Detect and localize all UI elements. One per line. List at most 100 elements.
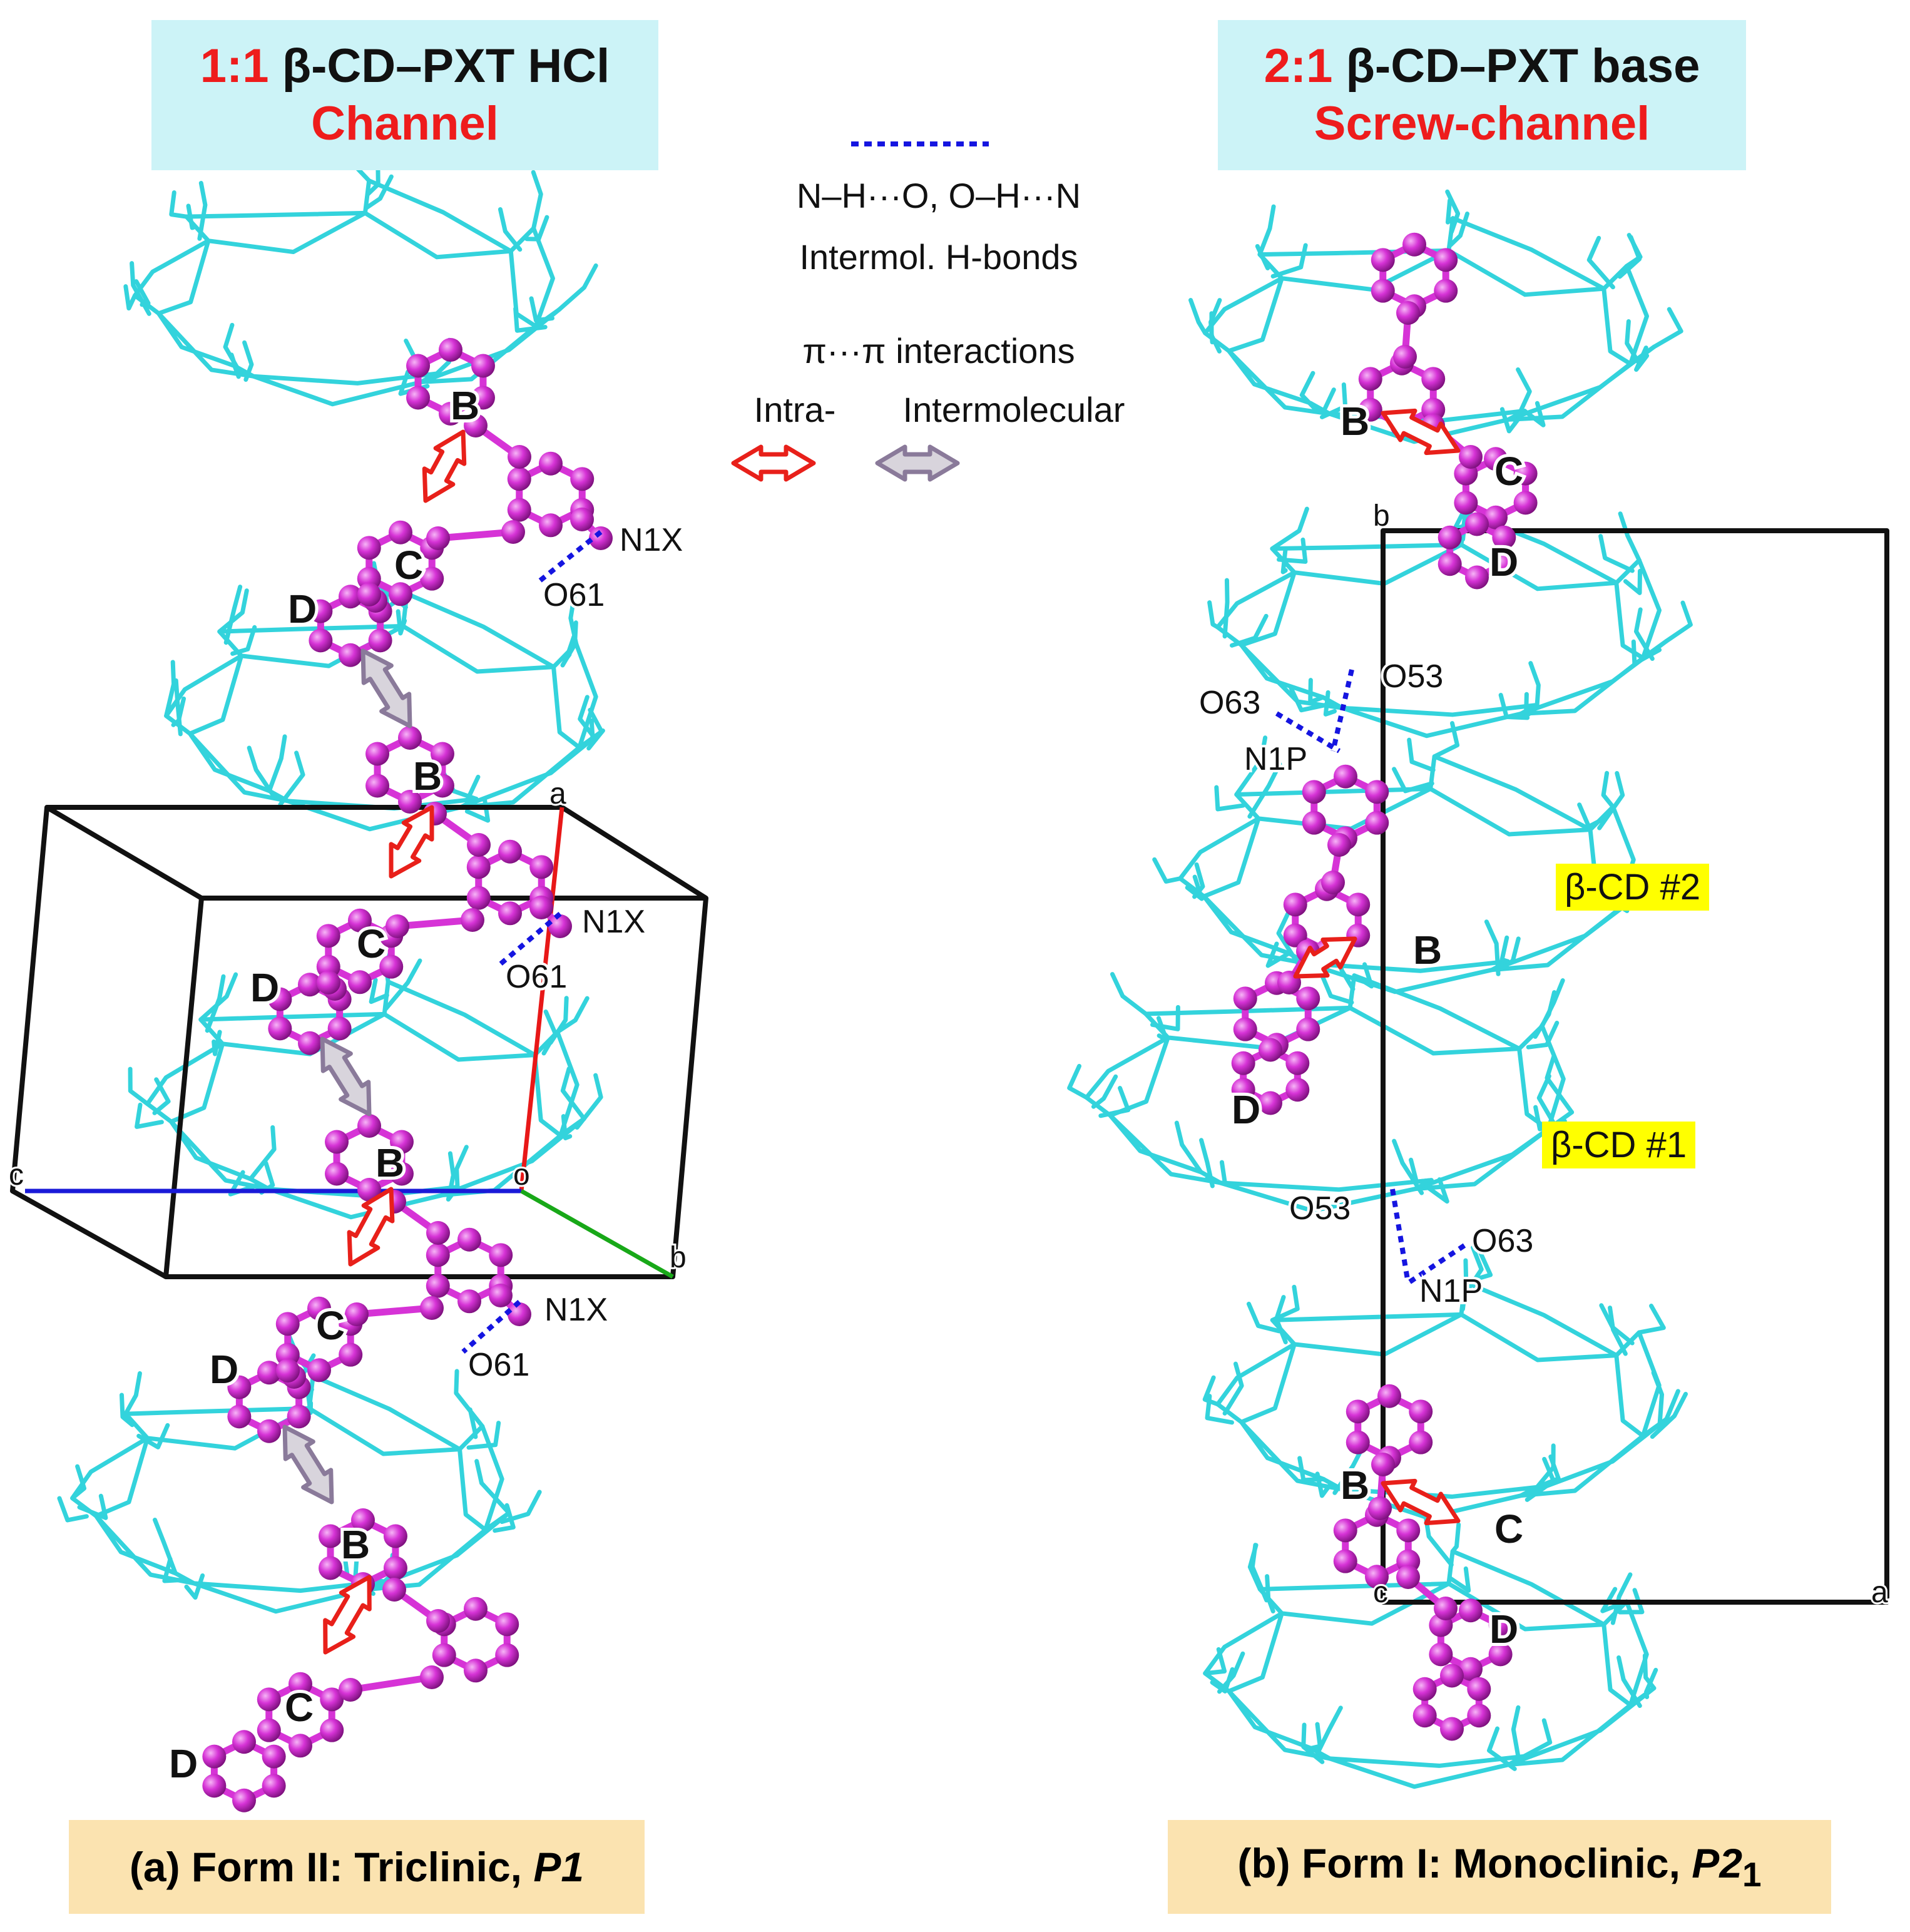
hydroxyl-substituent xyxy=(1309,1722,1322,1751)
hydroxyl-substituent xyxy=(369,978,389,1004)
guest-molecule-layer xyxy=(202,232,1538,1812)
atom xyxy=(1365,810,1389,835)
atom xyxy=(382,1578,406,1602)
unit-cell-rectangle xyxy=(1381,528,1889,1605)
atom xyxy=(1488,1613,1513,1637)
hydroxyl-substituent xyxy=(198,972,238,1022)
atom xyxy=(1346,892,1371,917)
glucose-unit xyxy=(1327,1754,1526,1789)
hydroxyl-substituent xyxy=(1586,235,1615,290)
hydroxyl-substituent xyxy=(1499,935,1510,964)
hydroxyl-substituent xyxy=(1526,1020,1560,1050)
axis-label-b: c xyxy=(1373,1576,1388,1609)
panel-b-caption: (b) Form I: Monoclinic, P21 xyxy=(1168,1820,1831,1914)
hydroxyl-substituent xyxy=(1352,962,1374,989)
hydroxyl-substituent xyxy=(541,1009,558,1056)
hydroxyl-substituent xyxy=(1308,678,1325,705)
atom xyxy=(268,987,292,1011)
atom xyxy=(339,1678,362,1702)
hydroxyl-substituent xyxy=(197,181,208,241)
glucose-unit xyxy=(169,1119,272,1192)
atom xyxy=(1333,1518,1357,1543)
inter-pi-arrow xyxy=(320,1036,372,1117)
hydroxyl-substituent xyxy=(1448,212,1470,248)
atom xyxy=(466,855,491,879)
hydroxyl-substituent xyxy=(1185,874,1204,901)
hydroxyl-substituent xyxy=(1618,511,1642,563)
legend-pi-label: π···π interactions xyxy=(802,331,1075,371)
bond xyxy=(397,916,473,930)
hydroxyl-substituent xyxy=(1210,1667,1235,1694)
paroxetine-a4 xyxy=(202,1508,519,1812)
hydroxyl-substituent xyxy=(498,207,523,252)
atom xyxy=(570,508,594,531)
hydroxyl-substituent xyxy=(446,1174,456,1201)
ring-label-a: C xyxy=(394,543,423,588)
hydroxyl-substituent xyxy=(1409,1157,1434,1184)
glucose-unit xyxy=(198,1011,387,1056)
glucose-unit xyxy=(188,731,290,804)
atom xyxy=(1459,445,1483,469)
legend-inter-arrow xyxy=(875,444,960,482)
atom xyxy=(257,1419,281,1443)
bond xyxy=(350,1674,432,1694)
panel-b-ratio: 2:1 xyxy=(1264,39,1333,93)
hydroxyl-substituent xyxy=(169,190,189,219)
atom xyxy=(1421,367,1446,391)
glucose-unit xyxy=(1215,1342,1297,1424)
panel-b-space-group: P2 xyxy=(1692,1839,1743,1886)
glucose-unit xyxy=(1446,216,1606,297)
glucose-unit xyxy=(1239,1419,1345,1492)
atom xyxy=(357,1114,381,1138)
axis-label-b: a xyxy=(1871,1576,1888,1609)
glucose-unit xyxy=(145,1041,225,1124)
atom xyxy=(1358,367,1382,391)
atom xyxy=(420,1296,444,1320)
ring-label-b: C xyxy=(1494,449,1523,494)
hydroxyl-substituent xyxy=(1188,298,1208,335)
atom xyxy=(1302,780,1326,804)
cyclodextrin-a1 xyxy=(123,132,598,407)
atom xyxy=(1283,892,1307,917)
axis-label-a: o xyxy=(513,1158,530,1192)
hydroxyl-substituent xyxy=(364,174,394,210)
atom xyxy=(1396,1565,1420,1589)
atom xyxy=(319,1524,343,1548)
atom xyxy=(1365,780,1389,804)
atom-label-b: N1P xyxy=(1419,1273,1483,1309)
hydroxyl-substituent xyxy=(466,1421,501,1450)
atom xyxy=(539,451,563,476)
atom xyxy=(1333,1549,1357,1573)
atom xyxy=(383,1524,407,1548)
atom xyxy=(339,643,362,667)
hydroxyl-substituent xyxy=(1297,1456,1326,1483)
hydroxyl-substituent xyxy=(1461,1245,1484,1298)
atom xyxy=(1358,397,1382,422)
hydroxyl-substituent xyxy=(1521,1718,1553,1759)
cyclodextrin-a2 xyxy=(164,561,605,832)
hydroxyl-substituent xyxy=(171,696,186,727)
hydroxyl-substituent xyxy=(1265,1574,1275,1613)
intra-pi-arrow xyxy=(347,1187,395,1267)
hydroxyl-substituent xyxy=(466,774,481,807)
hydroxyl-substituent xyxy=(1445,198,1456,225)
hydroxyl-substituent xyxy=(1208,298,1222,345)
atom xyxy=(325,1162,349,1186)
atom xyxy=(232,1730,256,1754)
hydroxyl-substituent xyxy=(1247,762,1282,819)
hydroxyl-substituent xyxy=(228,1170,258,1197)
atom xyxy=(1513,491,1538,515)
hydroxyl-substituent xyxy=(1637,1304,1666,1335)
hydroxyl-substituent xyxy=(278,750,305,807)
cyclodextrin-b4 xyxy=(1067,946,1575,1214)
inter-pi-arrow-shape xyxy=(320,1036,372,1117)
intra-pi-arrow-shape xyxy=(347,1187,395,1267)
atom xyxy=(471,386,495,410)
ring-label-b: D xyxy=(1489,539,1518,585)
glucose-unit xyxy=(164,653,244,736)
atom xyxy=(1465,565,1489,590)
atom xyxy=(439,338,462,362)
atom-label-b: O53 xyxy=(1382,658,1443,695)
atom xyxy=(1396,301,1420,325)
